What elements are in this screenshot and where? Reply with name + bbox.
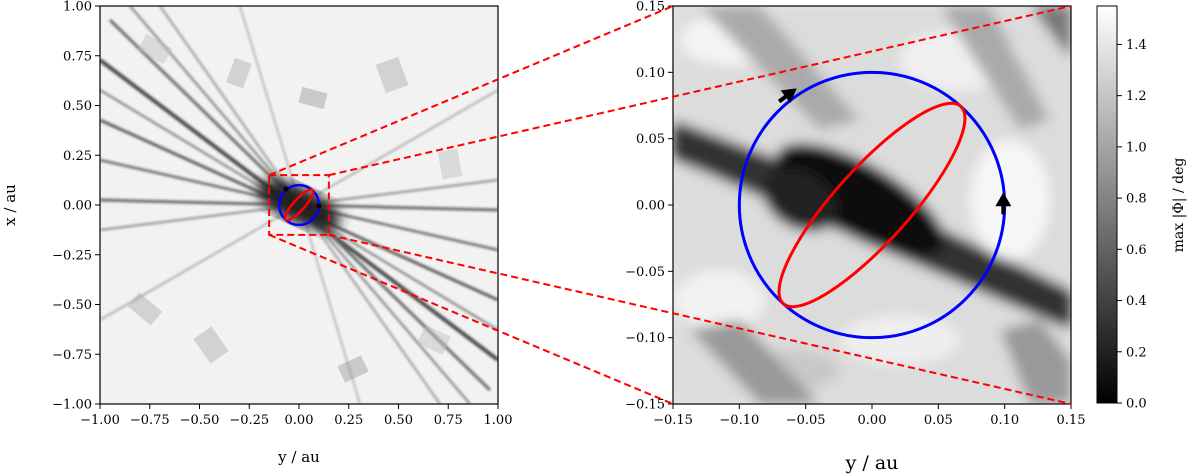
overview-panel: −1.00 −0.75 −0.50 −0.25 0.00 0.25 0.50 0.75 1.00… bbox=[1, 0, 512, 466]
x-tick-label: 0.10 bbox=[990, 413, 1019, 428]
projected-ellipse bbox=[283, 188, 315, 222]
y-tick-label: 0.50 bbox=[63, 99, 92, 114]
colorbar-tick-label: 0.4 bbox=[1126, 294, 1147, 309]
y-tick-label: 0.05 bbox=[636, 132, 665, 147]
projected-ellipse bbox=[777, 101, 967, 309]
y-tick-label: −0.75 bbox=[52, 348, 92, 363]
x-tick-label: −0.50 bbox=[180, 413, 220, 428]
x-tick-label: −0.75 bbox=[130, 413, 170, 428]
x-tick-label: 0.00 bbox=[858, 413, 887, 428]
x-tick-label: −0.10 bbox=[719, 413, 759, 428]
y-tick-label: −0.05 bbox=[625, 265, 665, 280]
y-tick-label: −1.00 bbox=[52, 398, 92, 413]
x-tick-label: 0.00 bbox=[285, 413, 314, 428]
overview-x-axis-label: y / au bbox=[277, 448, 320, 466]
x-tick-label: 0.05 bbox=[924, 413, 953, 428]
x-tick-label: 0.25 bbox=[334, 413, 363, 428]
y-tick-label: −0.15 bbox=[625, 398, 665, 413]
y-tick-label: 0.00 bbox=[636, 199, 665, 214]
y-tick-label: 0.10 bbox=[636, 66, 665, 81]
colorbar-tick-label: 1.2 bbox=[1126, 89, 1147, 104]
x-tick-label: 0.50 bbox=[384, 413, 413, 428]
colorbar-gradient bbox=[1096, 5, 1118, 404]
direction-arrow-head bbox=[995, 192, 1012, 207]
direction-arrow-head bbox=[780, 88, 797, 104]
x-tick-label: 0.75 bbox=[434, 413, 463, 428]
x-tick-label: −0.15 bbox=[653, 413, 693, 428]
zoom-connector-line bbox=[328, 5, 1072, 177]
colorbar-tick-label: 1.4 bbox=[1126, 38, 1147, 53]
colorbar-tick-label: 1.0 bbox=[1126, 140, 1147, 155]
zoom-x-axis-label: y / au bbox=[845, 452, 899, 474]
y-tick-label: 0.75 bbox=[63, 49, 92, 64]
colorbar-label: max |Φ| / deg bbox=[1171, 158, 1187, 253]
x-tick-label: 1.00 bbox=[484, 413, 513, 428]
x-tick-label: −0.05 bbox=[786, 413, 826, 428]
x-tick-label: 0.15 bbox=[1057, 413, 1086, 428]
colorbar-tick-label: 0.8 bbox=[1126, 192, 1147, 207]
y-tick-label: 0.15 bbox=[636, 0, 665, 15]
colorbar: 0.0 0.2 0.4 0.6 0.8 1.0 1.2 1.4 max |Φ| / deg bbox=[1096, 5, 1187, 412]
zoom-heatmap bbox=[673, 6, 1071, 404]
y-tick-label: −0.10 bbox=[625, 331, 665, 346]
overview-heatmap bbox=[100, 6, 498, 404]
colorbar-tick-label: 0.6 bbox=[1126, 243, 1147, 258]
y-tick-label: 0.25 bbox=[63, 149, 92, 164]
colorbar-tick-label: 0.2 bbox=[1126, 345, 1147, 360]
zoom-indicator bbox=[268, 5, 1072, 405]
zoom-connector-line bbox=[268, 5, 674, 177]
x-tick-label: −1.00 bbox=[80, 413, 120, 428]
zoom-connector-line bbox=[268, 233, 674, 405]
y-tick-label: −0.50 bbox=[52, 298, 92, 313]
direction-marker bbox=[283, 186, 289, 192]
zoom-connector-line bbox=[328, 233, 1072, 405]
direction-marker bbox=[316, 203, 322, 209]
x-tick-label: −0.25 bbox=[229, 413, 269, 428]
zoom-panel: −0.15 −0.10 −0.05 0.00 0.05 0.10 0.15 −0.15 −0.1… bbox=[625, 0, 1085, 474]
y-tick-label: 1.00 bbox=[63, 0, 92, 15]
overview-y-axis-label: x / au bbox=[1, 184, 19, 226]
y-tick-label: −0.25 bbox=[52, 248, 92, 263]
colorbar-tick-label: 0.0 bbox=[1126, 397, 1147, 412]
y-tick-label: 0.00 bbox=[63, 199, 92, 214]
zoom-box bbox=[268, 174, 330, 236]
